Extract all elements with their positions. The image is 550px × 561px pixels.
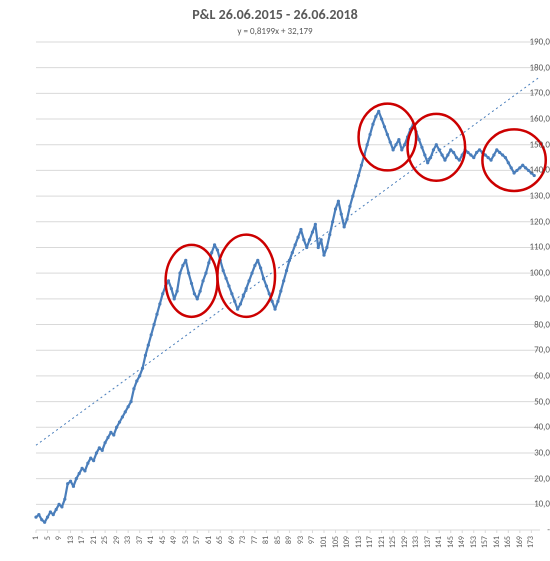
y-tick-label: 10,0 <box>520 499 550 510</box>
y-tick-label: 90,0 <box>520 293 550 304</box>
x-tick-label: 97 <box>307 536 317 544</box>
y-tick-label: 20,0 <box>520 473 550 484</box>
x-tick-label: 145 <box>446 536 456 548</box>
x-tick-label: 93 <box>296 536 306 544</box>
y-tick-label: 140,0 <box>520 165 550 176</box>
x-tick-label: 141 <box>434 536 444 548</box>
y-tick-label: 120,0 <box>520 216 550 227</box>
x-tick-label: 1 <box>31 536 41 540</box>
x-tick-label: 157 <box>480 536 490 548</box>
y-tick-label: 170,0 <box>520 88 550 99</box>
y-tick-label: 50,0 <box>520 396 550 407</box>
y-tick-label: 180,0 <box>520 62 550 73</box>
x-tick-label: 25 <box>100 536 110 544</box>
x-tick-label: 169 <box>515 536 525 548</box>
y-tick-label: 60,0 <box>520 370 550 381</box>
x-tick-label: 37 <box>135 536 145 544</box>
chart-canvas <box>0 0 550 561</box>
x-tick-label: 45 <box>158 536 168 544</box>
x-tick-label: 73 <box>238 536 248 544</box>
x-tick-label: 69 <box>227 536 237 544</box>
x-tick-label: 161 <box>492 536 502 548</box>
x-tick-label: 21 <box>89 536 99 544</box>
x-tick-label: 117 <box>365 536 375 548</box>
x-tick-label: 129 <box>400 536 410 548</box>
x-tick-label: 137 <box>423 536 433 548</box>
x-tick-label: 33 <box>123 536 133 544</box>
x-tick-label: 49 <box>169 536 179 544</box>
x-tick-label: 61 <box>204 536 214 544</box>
x-tick-label: 53 <box>181 536 191 544</box>
x-tick-label: 125 <box>388 536 398 548</box>
x-tick-label: 13 <box>66 536 76 544</box>
x-tick-label: 77 <box>250 536 260 544</box>
x-tick-label: 105 <box>331 536 341 548</box>
x-tick-label: 29 <box>112 536 122 544</box>
x-tick-label: 89 <box>284 536 294 544</box>
x-tick-label: 101 <box>319 536 329 548</box>
x-tick-label: 41 <box>146 536 156 544</box>
y-tick-label: 130,0 <box>520 191 550 202</box>
y-tick-label: 110,0 <box>520 242 550 253</box>
x-tick-label: 5 <box>43 536 53 540</box>
x-tick-label: 9 <box>54 536 64 540</box>
y-tick-label: 30,0 <box>520 447 550 458</box>
x-tick-label: 109 <box>342 536 352 548</box>
x-tick-label: 81 <box>261 536 271 544</box>
x-tick-label: 57 <box>192 536 202 544</box>
y-tick-label: 100,0 <box>520 268 550 279</box>
x-tick-label: 121 <box>377 536 387 548</box>
x-tick-label: 153 <box>469 536 479 548</box>
x-tick-label: 165 <box>503 536 513 548</box>
x-tick-label: 65 <box>215 536 225 544</box>
x-tick-label: 85 <box>273 536 283 544</box>
y-tick-label: 190,0 <box>520 37 550 48</box>
x-tick-label: 133 <box>411 536 421 548</box>
y-tick-label: 160,0 <box>520 114 550 125</box>
y-tick-label: 150,0 <box>520 139 550 150</box>
x-tick-label: 149 <box>457 536 467 548</box>
y-tick-label: 80,0 <box>520 319 550 330</box>
x-tick-label: 113 <box>354 536 364 548</box>
y-tick-label: - <box>520 525 550 536</box>
x-tick-label: 17 <box>77 536 87 544</box>
x-tick-label: 173 <box>526 536 536 548</box>
y-tick-label: 70,0 <box>520 345 550 356</box>
y-tick-label: 40,0 <box>520 422 550 433</box>
pnl-chart: P&L 26.06.2015 - 26.06.2018 y = 0,8199x … <box>0 0 550 561</box>
